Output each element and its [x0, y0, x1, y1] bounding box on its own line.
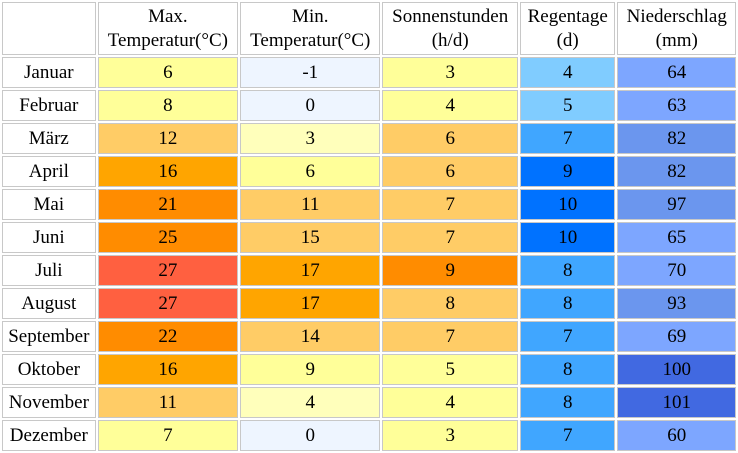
sunshine-hours-cell: 7	[382, 222, 518, 253]
rain-days-cell: 7	[519, 420, 616, 451]
min-temperature-cell: 0	[240, 420, 381, 451]
rain-days-cell: 7	[519, 123, 616, 154]
min-temperature-cell: 9	[240, 354, 381, 385]
max-temperature-cell: 16	[97, 354, 239, 385]
max-temperature-cell: 27	[97, 255, 239, 286]
sunshine-hours-cell: 7	[382, 189, 518, 220]
min-temperature-cell: 4	[240, 387, 381, 418]
month-cell: August	[2, 288, 96, 319]
precipitation-cell: 70	[617, 255, 736, 286]
max-temperature-cell: 27	[97, 288, 239, 319]
table-row: Juni 25 15 7 10 65	[2, 222, 736, 253]
min-temperature-cell: 14	[240, 321, 381, 352]
header-label: Niederschlag (mm)	[626, 5, 727, 51]
table-row: November 11 4 4 8 101	[2, 387, 736, 418]
precipitation-cell: 93	[617, 288, 736, 319]
max-temperature-cell: 8	[97, 90, 239, 121]
table-header: Max. Temperatur(°C) Min. Temperatur(°C) …	[2, 2, 736, 55]
rain-days-cell: 7	[519, 321, 616, 352]
rain-days-cell: 10	[519, 222, 616, 253]
header-corner-cell	[2, 2, 96, 55]
max-temperature-cell: 6	[97, 57, 239, 88]
max-temperature-cell: 7	[97, 420, 239, 451]
min-temperature-cell: 11	[240, 189, 381, 220]
rain-days-cell: 8	[519, 255, 616, 286]
precipitation-cell: 82	[617, 156, 736, 187]
header-label: Max. Temperatur(°C)	[107, 5, 228, 51]
rain-days-cell: 8	[519, 288, 616, 319]
table-row: Dezember 7 0 3 7 60	[2, 420, 736, 451]
sunshine-hours-cell: 3	[382, 57, 518, 88]
header-max-temperature: Max. Temperatur(°C)	[97, 2, 239, 55]
precipitation-cell: 65	[617, 222, 736, 253]
header-precipitation: Niederschlag (mm)	[617, 2, 736, 55]
table-row: Februar 8 0 4 5 63	[2, 90, 736, 121]
table-row: März 12 3 6 7 82	[2, 123, 736, 154]
min-temperature-cell: 17	[240, 288, 381, 319]
max-temperature-cell: 16	[97, 156, 239, 187]
month-cell: April	[2, 156, 96, 187]
table-row: Oktober 16 9 5 8 100	[2, 354, 736, 385]
max-temperature-cell: 11	[97, 387, 239, 418]
precipitation-cell: 82	[617, 123, 736, 154]
table-row: Januar 6 -1 3 4 64	[2, 57, 736, 88]
month-cell: Februar	[2, 90, 96, 121]
min-temperature-cell: 6	[240, 156, 381, 187]
month-cell: Juni	[2, 222, 96, 253]
rain-days-cell: 8	[519, 387, 616, 418]
precipitation-cell: 101	[617, 387, 736, 418]
sunshine-hours-cell: 9	[382, 255, 518, 286]
table-row: Juli 27 17 9 8 70	[2, 255, 736, 286]
table-row: Mai 21 11 7 10 97	[2, 189, 736, 220]
min-temperature-cell: 17	[240, 255, 381, 286]
precipitation-cell: 100	[617, 354, 736, 385]
table-row: April 16 6 6 9 82	[2, 156, 736, 187]
month-cell: Dezember	[2, 420, 96, 451]
precipitation-cell: 63	[617, 90, 736, 121]
rain-days-cell: 8	[519, 354, 616, 385]
precipitation-cell: 69	[617, 321, 736, 352]
max-temperature-cell: 21	[97, 189, 239, 220]
min-temperature-cell: -1	[240, 57, 381, 88]
month-cell: März	[2, 123, 96, 154]
month-cell: September	[2, 321, 96, 352]
sunshine-hours-cell: 4	[382, 90, 518, 121]
header-sunshine-hours: Sonnenstunden (h/d)	[382, 2, 518, 55]
precipitation-cell: 64	[617, 57, 736, 88]
precipitation-cell: 97	[617, 189, 736, 220]
month-cell: Januar	[2, 57, 96, 88]
rain-days-cell: 10	[519, 189, 616, 220]
sunshine-hours-cell: 8	[382, 288, 518, 319]
month-cell: Mai	[2, 189, 96, 220]
rain-days-cell: 5	[519, 90, 616, 121]
header-row: Max. Temperatur(°C) Min. Temperatur(°C) …	[2, 2, 736, 55]
table-row: August 27 17 8 8 93	[2, 288, 736, 319]
sunshine-hours-cell: 3	[382, 420, 518, 451]
rain-days-cell: 4	[519, 57, 616, 88]
min-temperature-cell: 3	[240, 123, 381, 154]
rain-days-cell: 9	[519, 156, 616, 187]
sunshine-hours-cell: 5	[382, 354, 518, 385]
month-cell: November	[2, 387, 96, 418]
month-cell: Oktober	[2, 354, 96, 385]
header-label: Sonnenstunden (h/d)	[392, 5, 509, 51]
min-temperature-cell: 15	[240, 222, 381, 253]
sunshine-hours-cell: 4	[382, 387, 518, 418]
table-row: September 22 14 7 7 69	[2, 321, 736, 352]
precipitation-cell: 60	[617, 420, 736, 451]
sunshine-hours-cell: 6	[382, 156, 518, 187]
max-temperature-cell: 25	[97, 222, 239, 253]
table-body: Januar 6 -1 3 4 64 Februar 8 0 4 5 63 März 12 3 6 7 82 Apr…	[2, 57, 736, 451]
header-label: Min. Temperatur(°C)	[250, 5, 371, 51]
header-min-temperature: Min. Temperatur(°C)	[240, 2, 381, 55]
min-temperature-cell: 0	[240, 90, 381, 121]
header-label: Regentage (d)	[527, 5, 608, 51]
header-rain-days: Regentage (d)	[519, 2, 616, 55]
max-temperature-cell: 12	[97, 123, 239, 154]
max-temperature-cell: 22	[97, 321, 239, 352]
sunshine-hours-cell: 6	[382, 123, 518, 154]
month-cell: Juli	[2, 255, 96, 286]
sunshine-hours-cell: 7	[382, 321, 518, 352]
